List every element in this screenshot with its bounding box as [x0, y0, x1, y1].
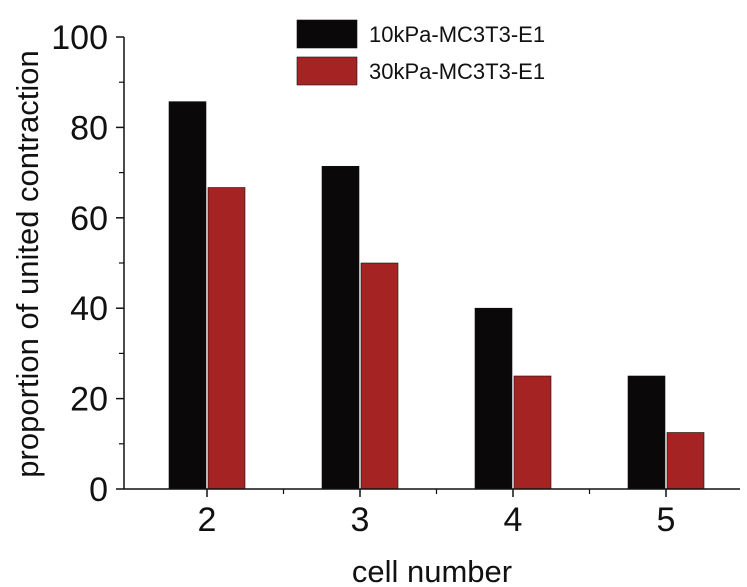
y-ticks: 0 20 40 60 80 100 — [51, 19, 124, 509]
bar-30kpa-2 — [207, 187, 246, 490]
legend-label: 30kPa-MC3T3-E1 — [369, 59, 545, 84]
x-tick-label: 2 — [198, 501, 217, 539]
bar-30kpa-4 — [513, 375, 552, 490]
bar-30kpa-5 — [666, 432, 705, 490]
x-tick-label: 5 — [657, 501, 676, 539]
x-tick-label: 3 — [351, 501, 370, 539]
x-axis-title: cell number — [352, 554, 512, 587]
bar-10kpa-4 — [474, 307, 513, 490]
y-axis-title: proportion of united contraction — [10, 50, 45, 477]
y-tick-label: 60 — [70, 200, 108, 238]
bars-layer — [168, 101, 705, 490]
legend-swatch — [296, 56, 358, 86]
bar-10kpa-2 — [168, 101, 207, 490]
bar-10kpa-5 — [627, 375, 666, 490]
legend-label: 10kPa-MC3T3-E1 — [369, 22, 545, 47]
legend-swatch — [296, 19, 358, 49]
x-tick-label: 4 — [504, 501, 523, 539]
bar-30kpa-3 — [360, 262, 399, 490]
y-tick-label: 20 — [70, 381, 108, 419]
y-tick-label: 40 — [70, 290, 108, 328]
x-ticks: 2 3 4 5 — [198, 489, 676, 539]
bar-10kpa-3 — [321, 165, 360, 490]
legend: 10kPa-MC3T3-E1 30kPa-MC3T3-E1 — [296, 19, 545, 86]
y-tick-label: 100 — [51, 19, 108, 57]
y-tick-label: 80 — [70, 109, 108, 147]
y-tick-label: 0 — [89, 471, 108, 509]
